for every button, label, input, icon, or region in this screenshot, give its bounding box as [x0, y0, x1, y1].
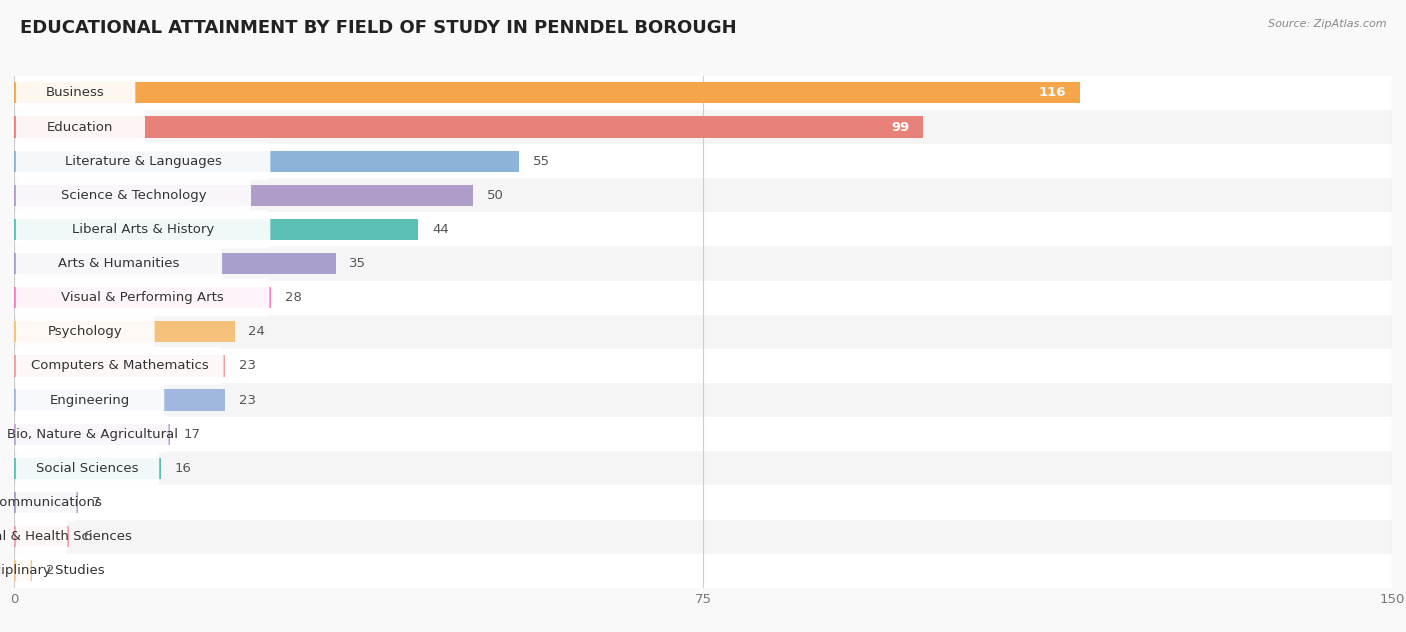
FancyBboxPatch shape: [15, 108, 145, 146]
Text: Business: Business: [46, 87, 105, 99]
Text: Psychology: Psychology: [48, 325, 122, 338]
FancyBboxPatch shape: [15, 74, 135, 112]
Bar: [14, 253, 336, 274]
FancyBboxPatch shape: [15, 245, 222, 283]
Text: Bio, Nature & Agricultural: Bio, Nature & Agricultural: [7, 428, 177, 441]
FancyBboxPatch shape: [15, 483, 76, 521]
Text: Computers & Mathematics: Computers & Mathematics: [31, 360, 208, 372]
Text: Liberal Arts & History: Liberal Arts & History: [72, 223, 214, 236]
Bar: [14, 458, 162, 479]
FancyBboxPatch shape: [15, 313, 155, 351]
Text: 17: 17: [184, 428, 201, 441]
Bar: [14, 178, 1392, 212]
Bar: [14, 349, 1392, 383]
Text: 7: 7: [93, 496, 101, 509]
Text: 50: 50: [486, 189, 503, 202]
Text: 23: 23: [239, 394, 256, 406]
Bar: [14, 185, 474, 206]
Bar: [14, 116, 924, 138]
Text: 28: 28: [285, 291, 302, 304]
Bar: [14, 492, 79, 513]
Bar: [14, 526, 69, 547]
Bar: [14, 281, 1392, 315]
Bar: [14, 423, 170, 445]
Bar: [14, 287, 271, 308]
Bar: [14, 355, 225, 377]
Text: Multidisciplinary Studies: Multidisciplinary Studies: [0, 564, 104, 577]
Text: Physical & Health Sciences: Physical & Health Sciences: [0, 530, 132, 543]
FancyBboxPatch shape: [15, 279, 270, 317]
Text: Engineering: Engineering: [51, 394, 131, 406]
Text: 44: 44: [432, 223, 449, 236]
Bar: [14, 76, 1392, 110]
Text: Communications: Communications: [0, 496, 103, 509]
Bar: [14, 315, 1392, 349]
Bar: [14, 485, 1392, 520]
Text: Science & Technology: Science & Technology: [60, 189, 207, 202]
FancyBboxPatch shape: [15, 210, 270, 248]
Bar: [14, 321, 235, 343]
Text: Source: ZipAtlas.com: Source: ZipAtlas.com: [1268, 19, 1386, 29]
Bar: [14, 560, 32, 581]
Text: 24: 24: [249, 325, 266, 338]
FancyBboxPatch shape: [15, 142, 270, 180]
Text: 23: 23: [239, 360, 256, 372]
Bar: [14, 451, 1392, 485]
Text: 2: 2: [46, 564, 55, 577]
Bar: [14, 246, 1392, 281]
Text: EDUCATIONAL ATTAINMENT BY FIELD OF STUDY IN PENNDEL BOROUGH: EDUCATIONAL ATTAINMENT BY FIELD OF STUDY…: [20, 19, 737, 37]
Bar: [14, 554, 1392, 588]
Text: Social Sciences: Social Sciences: [37, 462, 139, 475]
FancyBboxPatch shape: [15, 449, 159, 487]
Text: Literature & Languages: Literature & Languages: [65, 155, 222, 167]
Bar: [14, 110, 1392, 144]
FancyBboxPatch shape: [15, 415, 169, 453]
FancyBboxPatch shape: [15, 381, 165, 419]
Bar: [14, 417, 1392, 451]
Text: 35: 35: [349, 257, 367, 270]
Text: 99: 99: [891, 121, 910, 133]
FancyBboxPatch shape: [15, 347, 224, 385]
Text: 116: 116: [1039, 87, 1066, 99]
Text: 6: 6: [83, 530, 91, 543]
Text: Arts & Humanities: Arts & Humanities: [58, 257, 180, 270]
FancyBboxPatch shape: [15, 176, 252, 214]
Text: 16: 16: [174, 462, 191, 475]
Bar: [14, 219, 418, 240]
Text: Visual & Performing Arts: Visual & Performing Arts: [62, 291, 224, 304]
Text: 55: 55: [533, 155, 550, 167]
FancyBboxPatch shape: [15, 518, 67, 556]
Bar: [14, 150, 519, 172]
Text: Education: Education: [48, 121, 114, 133]
Bar: [14, 389, 225, 411]
Bar: [14, 144, 1392, 178]
Bar: [14, 383, 1392, 417]
Bar: [14, 82, 1080, 104]
Bar: [14, 212, 1392, 246]
Bar: [14, 520, 1392, 554]
FancyBboxPatch shape: [15, 552, 31, 590]
